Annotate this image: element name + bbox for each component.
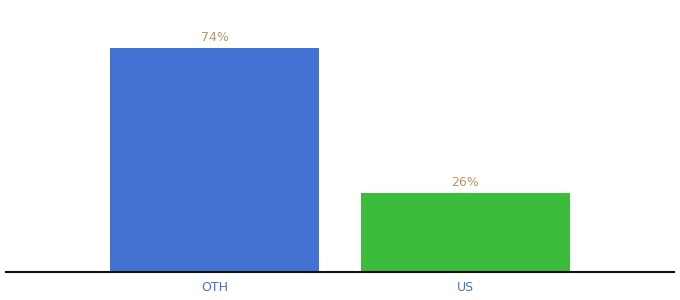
Text: 74%: 74%	[201, 31, 228, 44]
Text: 26%: 26%	[452, 176, 479, 190]
Bar	[110, 48, 319, 272]
Bar	[361, 193, 570, 272]
